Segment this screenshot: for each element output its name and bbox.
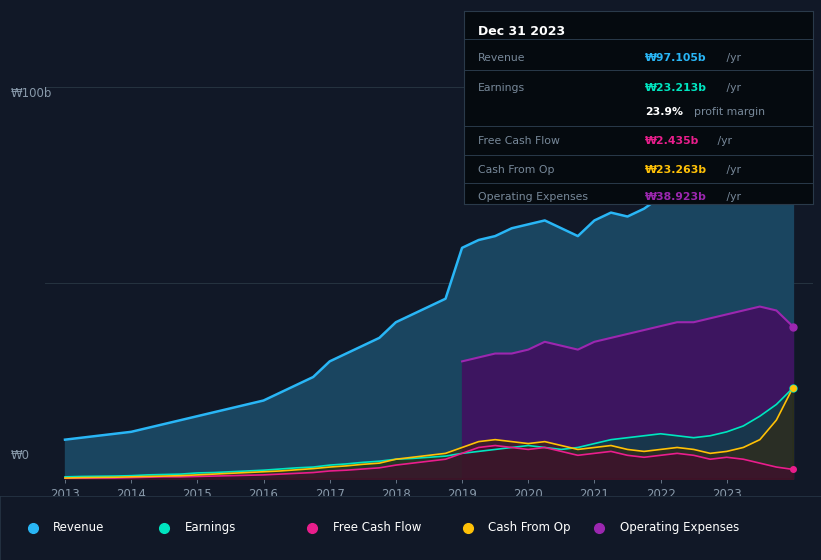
- Text: /yr: /yr: [713, 136, 732, 146]
- Text: Revenue: Revenue: [478, 53, 525, 63]
- Text: ₩100b: ₩100b: [11, 87, 52, 100]
- Text: /yr: /yr: [723, 165, 741, 175]
- Text: ₩23.213b: ₩23.213b: [645, 83, 708, 94]
- Text: profit margin: profit margin: [695, 106, 765, 116]
- Text: ₩2.435b: ₩2.435b: [645, 136, 699, 146]
- Text: ₩0: ₩0: [11, 449, 30, 462]
- Text: Cash From Op: Cash From Op: [478, 165, 554, 175]
- Text: Operating Expenses: Operating Expenses: [478, 192, 588, 202]
- Text: Dec 31 2023: Dec 31 2023: [478, 25, 565, 38]
- Text: Earnings: Earnings: [478, 83, 525, 94]
- Text: 23.9%: 23.9%: [645, 106, 683, 116]
- Text: ₩23.263b: ₩23.263b: [645, 165, 708, 175]
- Text: /yr: /yr: [723, 53, 741, 63]
- Text: ₩97.105b: ₩97.105b: [645, 53, 707, 63]
- Text: Earnings: Earnings: [185, 521, 236, 534]
- Text: Free Cash Flow: Free Cash Flow: [333, 521, 421, 534]
- Text: Operating Expenses: Operating Expenses: [620, 521, 739, 534]
- Text: /yr: /yr: [723, 83, 741, 94]
- Text: Cash From Op: Cash From Op: [488, 521, 571, 534]
- Text: Free Cash Flow: Free Cash Flow: [478, 136, 560, 146]
- Text: Revenue: Revenue: [53, 521, 105, 534]
- Text: /yr: /yr: [723, 192, 741, 202]
- Text: ₩38.923b: ₩38.923b: [645, 192, 707, 202]
